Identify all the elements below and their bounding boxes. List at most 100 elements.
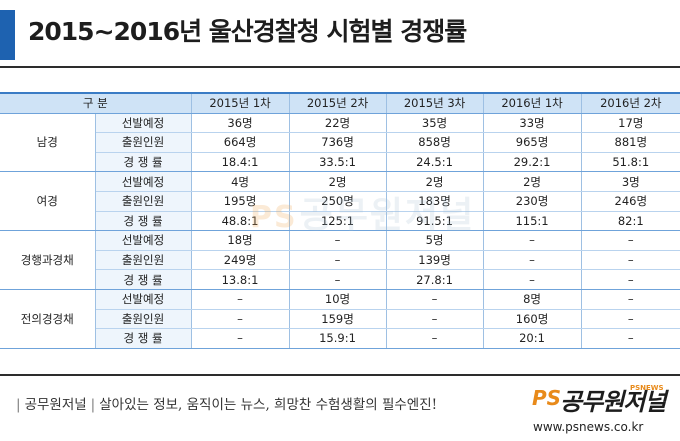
logo-sub: PSNEWS xyxy=(630,384,664,392)
table-cell: – xyxy=(483,230,582,251)
table-cell: – xyxy=(386,289,484,310)
table-cell: – xyxy=(581,269,680,290)
table-cell: 139명 xyxy=(386,250,484,271)
table-cell: 33명 xyxy=(483,113,582,134)
table-cell: 736명 xyxy=(289,132,387,153)
table-cell: 5명 xyxy=(386,230,484,251)
row-label: 출원인원 xyxy=(95,250,192,271)
row-label: 선발예정 xyxy=(95,113,192,134)
logo-ps-mark: PS xyxy=(532,386,562,410)
table-cell: – xyxy=(581,289,680,310)
table-cell: – xyxy=(581,309,680,330)
footer-slogan-text: 살아있는 정보, 움직이는 뉴스, 희망찬 수험생활의 필수엔진! xyxy=(99,397,438,413)
row-label: 경 쟁 률 xyxy=(95,152,192,173)
table-cell: 82:1 xyxy=(581,211,680,232)
header-divider xyxy=(0,66,680,68)
footer-brand: 공무원저널 xyxy=(24,397,87,413)
table-cell: 965명 xyxy=(483,132,582,153)
table-row: 출원인원 249명 –139명 – – xyxy=(0,250,680,271)
table-row: 경 쟁 률 18.4:1 33.5:1 24.5:1 29.2:1 51.8:1 xyxy=(0,152,680,173)
header-category: 구 분 xyxy=(0,91,192,114)
table-cell: 29.2:1 xyxy=(483,152,582,173)
group-label: 전의경경채 xyxy=(0,289,96,349)
row-label: 출원인원 xyxy=(95,309,192,330)
table-cell: 51.8:1 xyxy=(581,152,680,173)
site-url: www.psnews.co.kr xyxy=(533,420,644,434)
group-label: 경행과경채 xyxy=(0,230,96,290)
table-cell: – xyxy=(483,250,582,271)
header-col-4: 2016년 1차 xyxy=(483,91,582,114)
table-cell: 246명 xyxy=(581,191,680,212)
table-cell: 3명 xyxy=(581,171,680,192)
table-cell: 2명 xyxy=(483,171,582,192)
row-label: 출원인원 xyxy=(95,191,192,212)
table-cell: 125:1 xyxy=(289,211,387,232)
table-cell: 230명 xyxy=(483,191,582,212)
table-cell: 15.9:1 xyxy=(289,328,387,349)
table-cell: – xyxy=(386,328,484,349)
table-cell: 195명 xyxy=(191,191,290,212)
row-label: 선발예정 xyxy=(95,289,192,310)
header-col-2: 2015년 2차 xyxy=(289,91,387,114)
table-cell: 115:1 xyxy=(483,211,582,232)
table-cell: 4명 xyxy=(191,171,290,192)
competition-table-wrap: 구 분 2015년 1차 2015년 2차 2015년 3차 2016년 1차 … xyxy=(0,91,680,349)
table-cell: 22명 xyxy=(289,113,387,134)
table-cell: 183명 xyxy=(386,191,484,212)
row-label: 경 쟁 률 xyxy=(95,211,192,232)
table-row: 출원인원 664명 736명 858명 965명 881명 xyxy=(0,132,680,153)
table-body: 남경 선발예정 36명 22명 35명 33명 17명 출원인원 664명 736명 858명 965… xyxy=(0,113,680,349)
header-col-3: 2015년 3차 xyxy=(386,91,484,114)
table-cell: 159명 xyxy=(289,309,387,330)
table-cell: 36명 xyxy=(191,113,290,134)
table-cell: 91.5:1 xyxy=(386,211,484,232)
row-label: 선발예정 xyxy=(95,171,192,192)
table-cell: 20:1 xyxy=(483,328,582,349)
table-cell: 18.4:1 xyxy=(191,152,290,173)
table-cell: 17명 xyxy=(581,113,680,134)
row-label: 경 쟁 률 xyxy=(95,328,192,349)
table-cell: 8명 xyxy=(483,289,582,310)
table-cell: – xyxy=(191,309,290,330)
table-cell: – xyxy=(581,250,680,271)
page-title: 2015~2016년 울산경찰청 시험별 경쟁률 xyxy=(28,17,467,46)
footer: | 공무원저널 | 살아있는 정보, 움직이는 뉴스, 희망찬 수험생활의 필수엔진!… xyxy=(0,376,680,441)
row-label: 출원인원 xyxy=(95,132,192,153)
table-cell: – xyxy=(289,269,387,290)
title-accent-bar xyxy=(0,10,15,60)
table-cell: – xyxy=(289,250,387,271)
table-cell: – xyxy=(581,230,680,251)
table-header-row: 구 분 2015년 1차 2015년 2차 2015년 3차 2016년 1차 … xyxy=(0,91,680,114)
table-row: 경 쟁 률 –15.9:1–20:1– xyxy=(0,328,680,349)
table-cell: 250명 xyxy=(289,191,387,212)
group-label: 여경 xyxy=(0,171,96,232)
header-col-5: 2016년 2차 xyxy=(581,91,680,114)
table-row: 남경 선발예정 36명 22명 35명 33명 17명 xyxy=(0,113,680,173)
table-cell: 18명 xyxy=(191,230,290,251)
row-label: 경 쟁 률 xyxy=(95,269,192,290)
table-row: 여경 선발예정 4명 2명 2명 2명 3명 xyxy=(0,171,680,232)
table-cell: 27.8:1 xyxy=(386,269,484,290)
footer-divider xyxy=(0,374,680,376)
table-cell: 881명 xyxy=(581,132,680,153)
competition-table: 구 분 2015년 1차 2015년 2차 2015년 3차 2016년 1차 … xyxy=(0,91,680,349)
table-cell: – xyxy=(483,269,582,290)
table-row: 전의경경채 선발예정 –10명 –8명 – xyxy=(0,289,680,349)
table-cell: 249명 xyxy=(191,250,290,271)
table-row: 경 쟁 률 48.8:1 125:1 91.5:1 115:1 82:1 xyxy=(0,211,680,232)
table-cell: 2명 xyxy=(289,171,387,192)
logo-brand: 공무원저널 xyxy=(560,388,666,416)
table-cell: 160명 xyxy=(483,309,582,330)
header-bar: 2015~2016년 울산경찰청 시험별 경쟁률 xyxy=(0,0,680,68)
table-cell: – xyxy=(386,309,484,330)
table-cell: 24.5:1 xyxy=(386,152,484,173)
table-cell: 858명 xyxy=(386,132,484,153)
table-cell: 48.8:1 xyxy=(191,211,290,232)
table-row: 출원인원 –159명 –160명 – xyxy=(0,309,680,330)
table-cell: 13.8:1 xyxy=(191,269,290,290)
table-cell: – xyxy=(581,328,680,349)
group-label: 남경 xyxy=(0,113,96,173)
table-cell: – xyxy=(191,289,290,310)
slogan-bar-mid: | xyxy=(90,397,96,413)
table-row: 경 쟁 률 13.8:1–27.8:1– – xyxy=(0,269,680,290)
